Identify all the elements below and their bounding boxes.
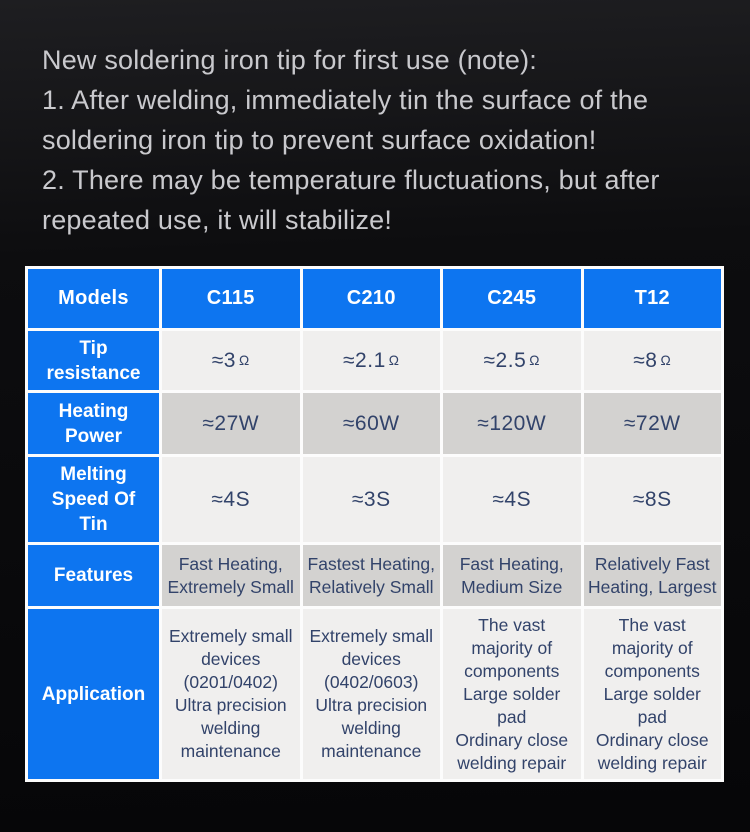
cell-tip-resistance-c210: ≈2.1 Ω [302,331,440,390]
resistance-value: ≈8 [633,348,658,372]
cell-application-c210: Extremely small devices (0402/0603) Ultr… [302,609,440,779]
ohm-unit: Ω [239,353,250,368]
resistance-value: ≈2.5 [483,348,527,372]
note-point-1-line-1: 1. After welding, immediately tin the su… [42,85,649,115]
ohm-unit: Ω [660,353,672,368]
header-cell-c115: C115 [162,269,300,328]
cell-heating-power-c210: ≈60W [302,393,440,454]
cell-tip-resistance-c245: ≈2.5 Ω [443,331,581,390]
row-label-heating-power: Heating Power [28,393,159,454]
row-label-tip-resistance: Tip resistance [28,331,159,390]
ohm-unit: Ω [388,353,400,368]
ohm-unit: Ω [529,353,540,368]
cell-melting-speed-c115: ≈4S [162,457,300,542]
header-cell-models: Models [28,269,159,328]
header-cell-t12: T12 [583,269,721,328]
note-point-1-line-2: soldering iron tip to prevent surface ox… [42,125,597,155]
cell-melting-speed-c210: ≈3S [302,457,440,542]
note-point-2-line-2: repeated use, it will stabilize! [42,205,393,235]
cell-application-c245: The vast majority of components Large so… [443,609,581,779]
cell-application-t12: The vast majority of components Large so… [583,609,721,779]
row-label-application: Application [28,609,159,779]
cell-heating-power-c115: ≈27W [162,393,300,454]
resistance-value: ≈2.1 [343,348,386,372]
cell-melting-speed-c245: ≈4S [443,457,581,542]
note-title: New soldering iron tip for first use (no… [42,45,537,75]
cell-features-c245: Fast Heating, Medium Size [443,545,581,606]
cell-features-c115: Fast Heating, Extremely Small [162,545,300,606]
cell-tip-resistance-t12: ≈8 Ω [583,331,721,390]
usage-note: New soldering iron tip for first use (no… [42,40,732,240]
cell-heating-power-t12: ≈72W [583,393,721,454]
cell-features-c210: Fastest Heating, Relatively Small [302,545,440,606]
cell-tip-resistance-c115: ≈3 Ω [162,331,300,390]
header-cell-c245: C245 [443,269,581,328]
row-label-features: Features [28,545,159,606]
cell-features-t12: Relatively Fast Heating, Largest [583,545,721,606]
cell-melting-speed-t12: ≈8S [583,457,721,542]
spec-comparison-table: Models C115 C210 C245 T12 Tip resistance… [25,266,724,782]
resistance-value: ≈3 [211,348,236,372]
header-cell-c210: C210 [302,269,440,328]
cell-application-c115: Extremely small devices (0201/0402) Ultr… [162,609,300,779]
note-point-2-line-1: 2. There may be temperature fluctuations… [42,165,660,195]
row-label-melting-speed: Melting Speed Of Tin [28,457,159,542]
cell-heating-power-c245: ≈120W [443,393,581,454]
